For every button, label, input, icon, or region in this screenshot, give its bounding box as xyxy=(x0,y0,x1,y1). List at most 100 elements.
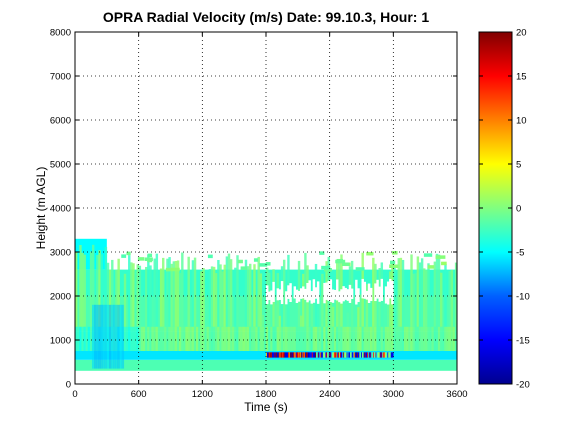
heatmap-cell xyxy=(89,251,93,327)
heatmap-cell xyxy=(295,352,297,358)
heatmap-cell xyxy=(310,296,313,327)
heatmap-cell xyxy=(343,352,345,358)
heatmap-gap xyxy=(338,291,341,303)
heatmap-cell xyxy=(269,352,271,358)
heatmap-cell xyxy=(276,326,280,351)
heatmap-cell xyxy=(450,270,454,327)
heatmap-cell xyxy=(297,352,299,358)
heatmap-cell xyxy=(350,352,352,358)
heatmap-gap xyxy=(312,279,316,303)
heatmap-cell xyxy=(253,326,256,351)
heatmap-cell xyxy=(287,326,290,351)
heatmap-cell xyxy=(100,304,103,369)
heatmap-cell xyxy=(268,352,270,358)
heatmap-cell xyxy=(166,326,169,351)
heatmap-cell xyxy=(355,352,358,358)
heatmap-cell xyxy=(393,265,396,327)
heatmap-cell xyxy=(327,352,329,358)
heatmap-cell xyxy=(111,259,114,327)
heatmap-cell xyxy=(437,254,441,327)
heatmap-cell xyxy=(441,261,447,266)
colorbar-tick-label: -15 xyxy=(516,336,530,347)
heatmap-cell xyxy=(91,304,95,369)
heatmap-cell xyxy=(357,352,359,358)
heatmap-cell xyxy=(338,326,341,351)
heatmap-cell xyxy=(207,254,213,259)
heatmap-gap xyxy=(314,287,318,299)
heatmap-gap xyxy=(336,279,339,301)
heatmap-cell xyxy=(444,263,447,327)
heatmap-cell xyxy=(273,352,275,358)
heatmap-cell xyxy=(331,306,335,327)
heatmap-cell xyxy=(392,352,394,358)
heatmap-gap xyxy=(344,287,347,300)
heatmap-cell xyxy=(170,263,173,327)
heatmap-gap xyxy=(306,282,309,303)
heatmap-cell xyxy=(87,326,91,351)
heatmap-cell xyxy=(321,326,324,351)
heatmap-cell xyxy=(232,326,235,351)
heatmap-cell xyxy=(164,326,167,351)
heatmap-cell xyxy=(126,251,131,256)
heatmap-cell xyxy=(138,326,142,351)
heatmap-gap xyxy=(378,286,381,302)
heatmap-gap xyxy=(386,281,390,305)
heatmap-cell xyxy=(418,262,422,327)
heatmap-cell xyxy=(266,352,268,358)
heatmap-cell xyxy=(319,251,325,255)
heatmap-cell xyxy=(440,326,443,351)
heatmap-cell xyxy=(153,258,156,327)
heatmap-cell xyxy=(85,326,89,351)
heatmap-gap xyxy=(369,287,373,302)
heatmap-cell xyxy=(322,352,324,358)
heatmap-cell xyxy=(342,326,345,351)
heatmap-cell xyxy=(367,352,369,358)
heatmap-cell xyxy=(347,352,349,358)
heatmap-gap xyxy=(367,283,371,304)
heatmap-cell xyxy=(306,326,309,351)
colorbar-tick-label: 0 xyxy=(516,204,521,215)
heatmap-cell xyxy=(265,262,271,266)
heatmap-cell xyxy=(279,352,281,358)
heatmap-cell xyxy=(323,352,325,358)
heatmap-cell xyxy=(117,258,120,327)
heatmap-cell xyxy=(217,326,220,351)
heatmap-cell xyxy=(384,326,388,351)
heatmap-cell xyxy=(266,352,268,358)
heatmap-gap xyxy=(329,279,333,303)
heatmap-cell xyxy=(371,352,373,358)
heatmap-cell xyxy=(375,352,377,358)
heatmap-cell xyxy=(271,352,273,358)
heatmap-cell xyxy=(435,253,439,327)
heatmap-gap xyxy=(293,286,297,299)
heatmap-cell xyxy=(318,352,320,358)
heatmap-cell xyxy=(229,326,233,351)
heatmap-cell xyxy=(278,326,282,351)
heatmap-cell xyxy=(337,352,339,358)
heatmap-cell xyxy=(212,266,216,327)
heatmap-cell xyxy=(357,307,360,327)
heatmap-cell xyxy=(200,271,203,327)
heatmap-cell xyxy=(136,326,139,351)
chart-title: OPRA Radial Velocity (m/s) Date: 99.10.3… xyxy=(103,9,429,25)
heatmap-cell xyxy=(145,266,148,327)
heatmap-cell xyxy=(341,262,350,267)
heatmap-cell xyxy=(327,352,330,358)
heatmap-cell xyxy=(345,352,347,358)
heatmap-cell xyxy=(181,252,184,327)
heatmap-cell xyxy=(353,352,355,358)
heatmap-cell xyxy=(134,326,137,351)
heatmap-cell xyxy=(397,326,400,351)
heatmap-cell xyxy=(361,352,363,358)
x-tick-label: 2400 xyxy=(319,389,340,400)
y-tick-label: 4000 xyxy=(50,204,71,215)
heatmap-cell xyxy=(366,352,368,358)
heatmap-cell xyxy=(341,352,343,358)
heatmap-cell xyxy=(83,254,86,327)
heatmap-cell xyxy=(446,326,449,351)
heatmap-cell xyxy=(242,326,246,351)
heatmap-cell xyxy=(321,273,324,327)
heatmap-cell xyxy=(333,352,335,358)
heatmap-cell xyxy=(299,315,303,327)
heatmap-cell xyxy=(136,264,139,327)
